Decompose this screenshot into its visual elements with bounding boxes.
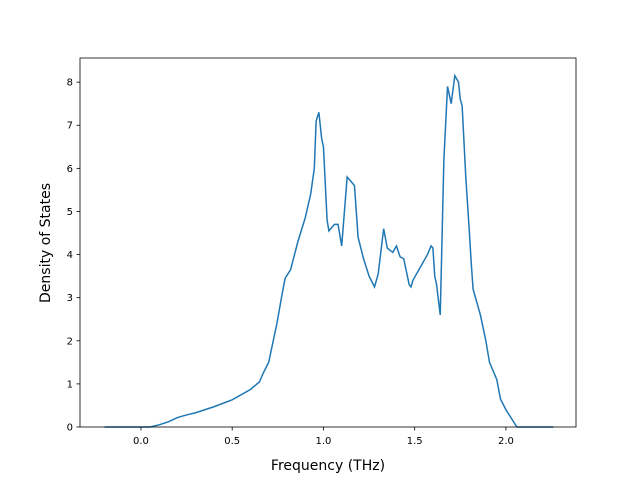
y-tick-label: 1 xyxy=(67,379,73,390)
x-tick-label: 0.5 xyxy=(224,436,240,447)
y-tick-label: 8 xyxy=(67,78,73,89)
y-tick-label: 4 xyxy=(67,250,73,261)
y-tick-label: 7 xyxy=(67,121,73,132)
x-tick-label: 2.0 xyxy=(498,436,514,447)
y-tick-label: 5 xyxy=(67,207,73,218)
y-tick-label: 3 xyxy=(67,293,73,304)
line xyxy=(104,73,554,428)
axes-frame xyxy=(79,57,577,428)
y-tick-label: 0 xyxy=(67,423,73,434)
x-tick-label: 1.0 xyxy=(315,436,331,447)
x-tick-label: 0.0 xyxy=(133,436,149,447)
x-axis-label: Frequency (THz) xyxy=(271,458,385,474)
y-axis-label: Density of States xyxy=(38,183,54,303)
x-tick-label: 1.5 xyxy=(407,436,423,447)
y-tick-label: 2 xyxy=(67,336,73,347)
y-tick-label: 6 xyxy=(67,164,73,175)
